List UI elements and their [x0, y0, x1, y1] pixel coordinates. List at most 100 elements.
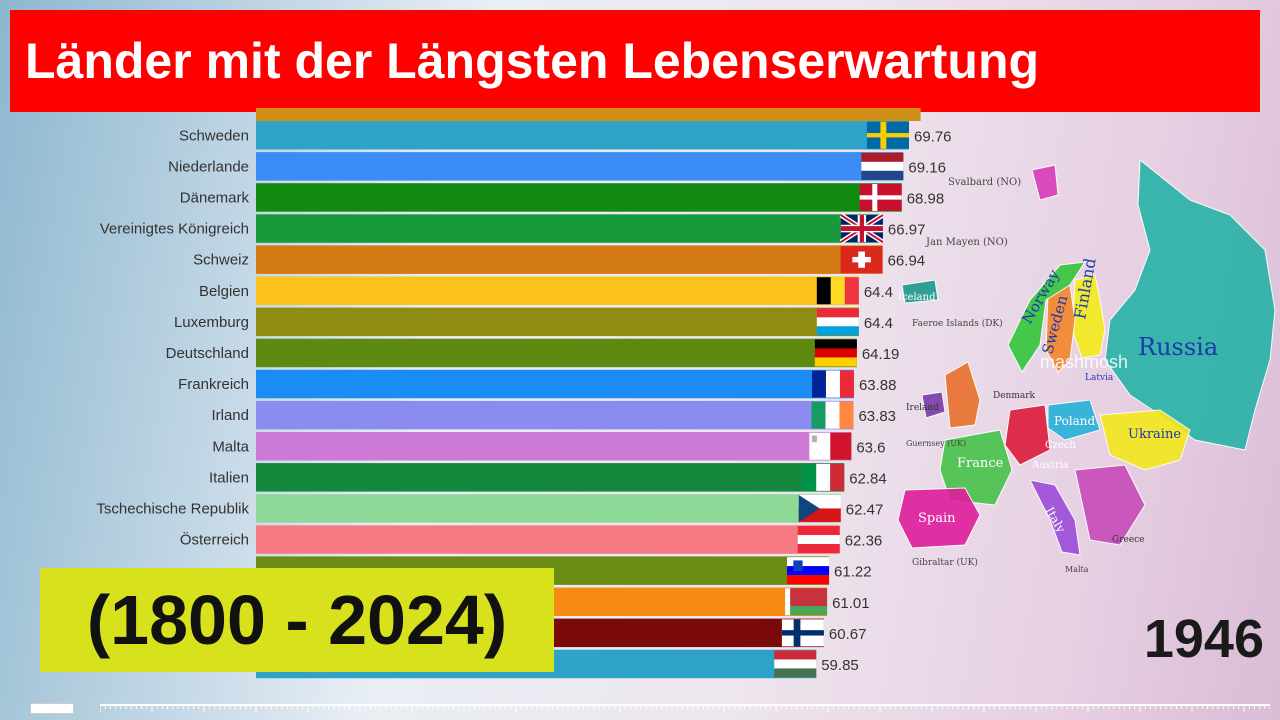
map-label-ukraine: Ukraine [1128, 427, 1181, 442]
map-label-greece: Greece [1112, 535, 1145, 545]
flag-slovenia-icon [787, 557, 830, 585]
category-label: Tschechische Republik [96, 500, 249, 517]
value-label: 64.19 [862, 346, 900, 363]
russia-shape [1104, 158, 1276, 451]
map-label-czech: Czech [1045, 440, 1076, 451]
flag-netherlands-icon [861, 152, 904, 180]
ireland-shape [921, 391, 946, 419]
value-label: 66.97 [888, 222, 926, 239]
category-label: Österreich [180, 531, 249, 549]
flag-sweden-icon [866, 121, 909, 149]
bar [256, 307, 859, 337]
category-label: Belgien [199, 283, 249, 300]
chart-title: Länder mit der Längsten Lebenserwartung [10, 10, 1260, 112]
flag-czech-icon [798, 494, 841, 522]
bar [256, 369, 854, 399]
category-label: Dänemark [180, 189, 250, 206]
bar [256, 400, 854, 430]
value-label: 63.6 [856, 439, 885, 456]
flag-germany-icon [814, 339, 857, 367]
flag-ireland-icon [811, 401, 854, 429]
bar [256, 432, 852, 461]
bar-partial-top [256, 108, 921, 121]
value-label: 63.88 [859, 377, 897, 394]
italy-shape [1029, 479, 1081, 556]
year-range-label: (1800 - 2024) [40, 568, 554, 672]
bar [256, 245, 883, 274]
bar [256, 338, 857, 368]
map-label-iceland: Iceland [898, 292, 936, 303]
value-label: 59.85 [821, 657, 859, 674]
flag-italy-icon [802, 463, 845, 491]
svalbard-shape [1031, 164, 1059, 201]
category-label: Malta [212, 438, 249, 455]
value-label: 62.36 [845, 533, 883, 550]
map-label-latvia: Latvia [1085, 373, 1114, 383]
flag-switzerland-icon [840, 246, 883, 274]
iceland-shape [901, 279, 939, 304]
value-label: 68.98 [907, 190, 945, 207]
flag-denmark-icon [859, 183, 902, 211]
category-label: Vereinigtes Königreich [100, 221, 249, 238]
value-label: 69.76 [914, 128, 952, 145]
value-label: 66.94 [888, 253, 926, 270]
flag-uk-icon [839, 212, 885, 245]
timeline-scrubber[interactable] [100, 704, 1270, 712]
flag-malta-icon [809, 432, 852, 460]
flag-hungary-icon [774, 650, 817, 678]
map-label-gibraltar: Gibraltar (UK) [912, 557, 978, 568]
map-label-france: France [957, 456, 1004, 471]
map-label-spain: Spain [918, 511, 956, 526]
map-label-malta: Malta [1065, 565, 1089, 574]
flag-belgium-icon [816, 277, 859, 305]
category-label: Luxemburg [174, 314, 249, 331]
bar [256, 152, 904, 181]
map-label-denmark: Denmark [993, 391, 1036, 401]
value-label: 62.84 [849, 470, 887, 487]
flag-france-icon [811, 370, 854, 398]
bar [256, 463, 845, 492]
value-label: 64.4 [864, 315, 893, 332]
map-label-austria: Austria [1031, 460, 1069, 471]
ukraine-shape [1099, 409, 1191, 471]
germany-shape [1004, 404, 1051, 466]
value-label: 61.22 [834, 564, 872, 581]
flag-austria-icon [797, 526, 840, 554]
value-label: 60.67 [829, 626, 867, 643]
balkans-shape [1074, 464, 1146, 546]
flag-luxembourg-icon [816, 308, 859, 336]
category-label: Schweden [179, 127, 249, 144]
value-label: 62.47 [846, 501, 884, 518]
value-label: 61.01 [832, 595, 870, 612]
map-label-guernsey: Guernsey (UK) [906, 439, 966, 448]
bar [256, 214, 883, 243]
bar [256, 121, 909, 150]
map-label-ireland: Ireland [906, 403, 939, 413]
current-year-label: 1946 [1143, 609, 1264, 669]
map-label-poland: Poland [1054, 414, 1096, 428]
bar [256, 276, 859, 305]
flag-finland-icon [781, 619, 824, 647]
category-label: Irland [211, 407, 249, 424]
bar [256, 525, 840, 554]
category-label: Italien [209, 469, 249, 486]
value-label: 69.16 [908, 159, 946, 176]
france-shape [939, 429, 1013, 506]
map-label-svalbard: Svalbard (NO) [948, 177, 1021, 188]
europe-map: RussiaFinlandNorwaySwedenUkrainePolandFr… [897, 158, 1276, 574]
bar [256, 183, 902, 212]
poland-shape [1047, 399, 1101, 441]
timeline-handle[interactable] [30, 703, 74, 714]
map-label-jan-mayen: Jan Mayen (NO) [925, 237, 1008, 248]
value-label: 63.83 [858, 408, 896, 425]
watermark-text: mashmosh [1040, 352, 1129, 372]
value-label: 64.4 [864, 284, 893, 301]
category-label: Frankreich [178, 376, 249, 393]
spain-shape [897, 487, 981, 549]
map-label-russia: Russia [1138, 333, 1218, 361]
norway-shape [1007, 261, 1087, 373]
category-label: Schweiz [193, 252, 249, 269]
uk-shape [944, 361, 981, 429]
map-label-faeroe: Faeroe Islands (DK) [912, 318, 1003, 329]
